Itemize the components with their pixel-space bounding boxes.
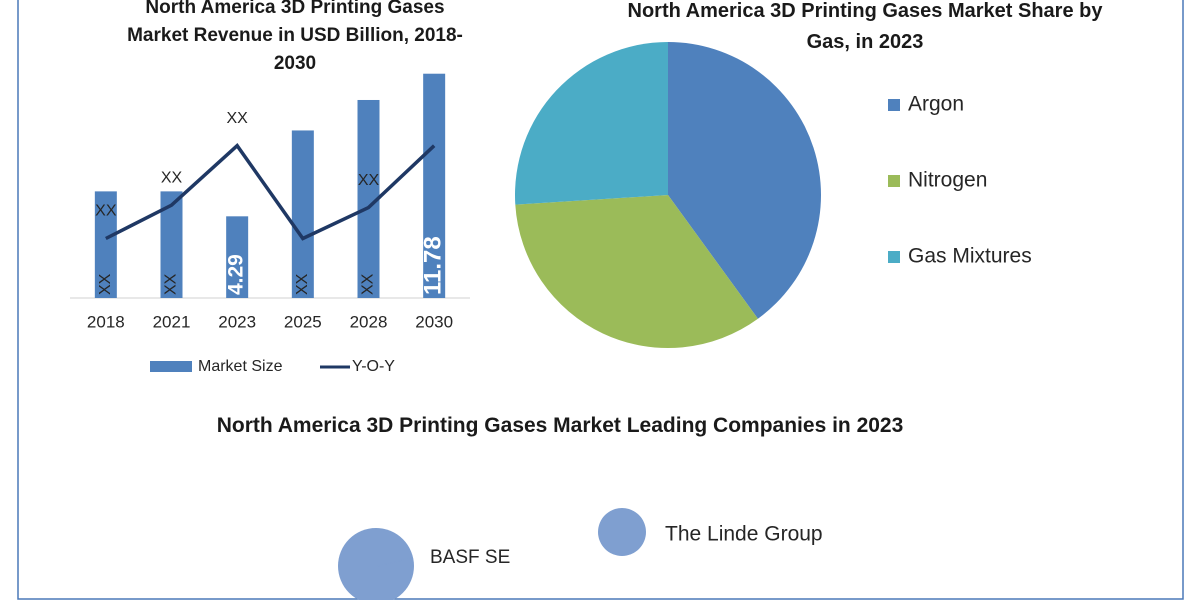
frame <box>17 0 1184 600</box>
data-label: XX <box>226 110 248 127</box>
company-bubble <box>598 508 646 556</box>
data-label: XX <box>161 169 183 186</box>
leader-line <box>377 557 413 567</box>
legend-key <box>888 175 900 187</box>
data-label: 4.29 <box>225 254 248 295</box>
chart-title: North America 3D Printing Gases Market R… <box>127 0 463 74</box>
chart-title: North America 3D Printing Gases Market S… <box>627 0 1103 53</box>
legend-key <box>150 361 192 372</box>
x-tick-label: 2021 <box>153 312 191 331</box>
line <box>105 143 436 241</box>
legend-label: Gas Mixtures <box>908 245 1032 268</box>
data-label: XX <box>360 273 377 295</box>
data-label: XX <box>95 203 117 220</box>
bar <box>423 73 446 298</box>
legend-label: Market Size <box>198 358 283 375</box>
legend-key <box>888 99 900 111</box>
pie-slice <box>515 42 668 205</box>
legend-label: Argon <box>908 93 964 116</box>
legend-key <box>888 251 900 263</box>
data-label: 11.78 <box>420 236 447 295</box>
legend-label: Y-O-Y <box>352 358 395 375</box>
company-label: BASF SE <box>430 547 510 568</box>
x-tick-label: 2018 <box>87 312 125 331</box>
bar <box>94 191 117 298</box>
data-label: XX <box>294 273 311 295</box>
legend-label: Nitrogen <box>908 169 987 192</box>
data-label: XX <box>163 273 180 295</box>
data-label: XX <box>97 273 114 295</box>
company-bubble <box>338 528 414 600</box>
x-tick-label: 2028 <box>350 312 388 331</box>
x-tick-label: 2023 <box>218 312 256 331</box>
bar <box>226 216 249 298</box>
x-tick-label: 2025 <box>284 312 322 331</box>
bar <box>160 191 183 298</box>
pie-slice <box>668 42 821 319</box>
bar <box>291 130 314 298</box>
x-tick-label: 2030 <box>415 312 453 331</box>
bar <box>357 99 380 298</box>
pie-slice <box>515 195 758 348</box>
data-label: XX <box>358 172 380 189</box>
section-title: North America 3D Printing Gases Market L… <box>216 414 904 437</box>
company-label: The Linde Group <box>665 523 823 546</box>
